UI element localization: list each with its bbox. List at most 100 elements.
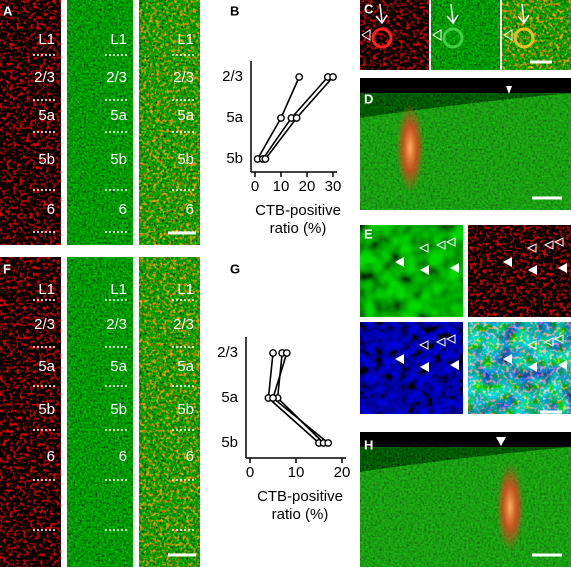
layer-label: L1 <box>110 281 127 298</box>
image-texture <box>0 0 61 245</box>
arrowhead <box>558 263 567 273</box>
layer-label: L1 <box>177 31 194 48</box>
image-texture <box>139 0 200 245</box>
y-tick-label: 5b <box>226 150 243 167</box>
layer-label: 5b <box>177 401 194 418</box>
x-axis-label: CTB-positive <box>255 202 341 219</box>
layer-label: 5a <box>177 107 194 124</box>
arrowhead <box>553 237 564 247</box>
layer-label: L1 <box>38 281 55 298</box>
cell <box>371 27 393 49</box>
arrowhead <box>395 354 404 364</box>
panel-label: G <box>230 261 240 276</box>
image-texture <box>67 0 133 245</box>
image-texture <box>468 322 571 414</box>
layer-label: 5b <box>38 151 55 168</box>
layer-label: L1 <box>38 31 55 48</box>
arrowhead <box>543 240 554 250</box>
arrowhead <box>506 86 512 94</box>
layer-label: 5b <box>177 151 194 168</box>
arrowhead <box>558 360 567 370</box>
arrowhead <box>526 340 537 350</box>
data-point <box>277 114 285 122</box>
arrowhead <box>445 237 456 247</box>
image-texture <box>139 257 200 567</box>
layer-label: 5b <box>110 151 127 168</box>
arrowhead <box>450 263 459 273</box>
image-texture <box>468 225 571 317</box>
data-point <box>282 349 291 357</box>
layer-label: 6 <box>47 201 55 218</box>
layer-label: L1 <box>110 31 127 48</box>
x-tick-label: 20 <box>299 178 316 195</box>
x-axis-label: CTB-positive <box>257 488 343 505</box>
layer-label: 6 <box>47 448 55 465</box>
layer-label: 6 <box>186 201 194 218</box>
panel-label: B <box>230 3 239 18</box>
arrowhead <box>420 362 429 372</box>
layer-label: 6 <box>186 448 194 465</box>
x-tick-label: 0 <box>251 178 259 195</box>
image-texture <box>360 322 463 414</box>
y-tick-label: 2/3 <box>222 68 243 85</box>
layer-label: 6 <box>119 201 127 218</box>
image-texture <box>360 0 429 70</box>
arrow <box>517 3 530 25</box>
panel-label: C <box>364 1 374 16</box>
layer-label: 5b <box>110 401 127 418</box>
data-point <box>269 394 277 402</box>
layer-label: 2/3 <box>106 69 127 86</box>
layer-label: 2/3 <box>34 316 55 333</box>
x-tick-label: 20 <box>334 464 351 481</box>
layer-label: 5a <box>110 358 127 375</box>
layer-label: 2/3 <box>173 316 194 333</box>
x-tick-label: 10 <box>288 464 305 481</box>
arrowhead <box>395 257 404 267</box>
layer-label: 5a <box>110 107 127 124</box>
y-tick-label: 5a <box>221 389 238 406</box>
layer-label: 5a <box>38 107 55 124</box>
x-tick-label: 30 <box>325 178 342 195</box>
image-texture <box>360 225 463 317</box>
arrowhead <box>503 29 513 41</box>
injection-site <box>496 462 524 552</box>
arrowhead <box>420 265 429 275</box>
arrowhead <box>418 243 429 253</box>
series-line <box>276 352 325 444</box>
arrowhead <box>418 340 429 350</box>
y-tick-label: 2/3 <box>217 344 238 361</box>
data-point <box>292 114 301 122</box>
x-tick-label: 0 <box>246 464 254 481</box>
arrow <box>446 3 459 25</box>
x-axis-label: ratio (%) <box>270 220 327 237</box>
x-tick-label: 10 <box>273 178 290 195</box>
data-point <box>261 155 270 163</box>
layer-label: 2/3 <box>34 69 55 86</box>
arrowhead <box>432 29 442 41</box>
arrowhead <box>435 337 446 347</box>
image-texture <box>67 257 133 567</box>
arrowhead <box>553 334 564 344</box>
panel-label: H <box>364 437 373 452</box>
y-tick-label: 5b <box>221 434 238 451</box>
layer-label: 2/3 <box>173 69 194 86</box>
layer-label: 6 <box>119 448 127 465</box>
arrowhead <box>450 360 459 370</box>
y-tick-label: 5a <box>226 109 243 126</box>
injection-site <box>396 103 424 193</box>
cell <box>442 27 464 49</box>
arrowhead <box>528 265 537 275</box>
image-texture <box>0 257 61 567</box>
panel-label: E <box>364 226 373 241</box>
arrowhead <box>543 337 554 347</box>
layer-label: 5b <box>38 401 55 418</box>
arrowhead <box>445 334 456 344</box>
arrowhead <box>361 29 371 41</box>
data-point <box>324 439 333 447</box>
panel-label: A <box>3 3 13 18</box>
image-texture <box>502 0 571 70</box>
